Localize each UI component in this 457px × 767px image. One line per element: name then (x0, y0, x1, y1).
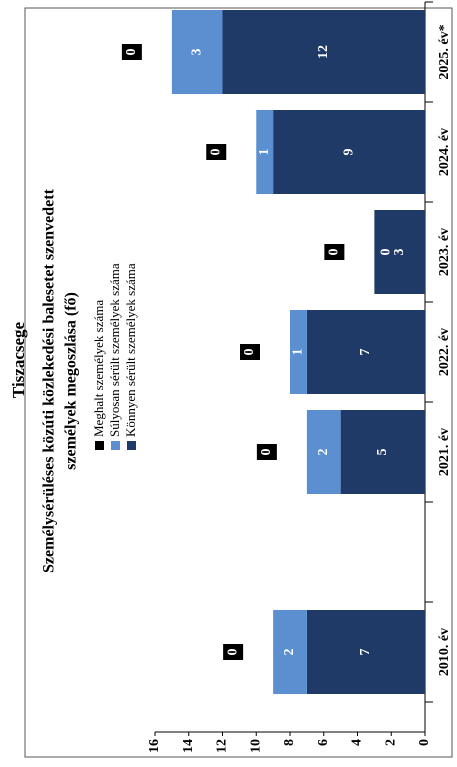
data-label: 0 (208, 149, 223, 156)
bar-segment (256, 110, 274, 194)
bar-segment (374, 210, 425, 294)
data-label: 0 (242, 349, 257, 356)
data-label: 3 (189, 49, 204, 56)
label-box (121, 44, 142, 60)
x-tick-label: 2023. év (437, 228, 452, 276)
legend-swatch (95, 441, 104, 450)
chart-subtitle: személyek megoszlása (fő) (63, 292, 80, 470)
y-tick-label: 12 (215, 739, 230, 753)
bar-segment (273, 110, 425, 194)
x-tick-label: 2022. év (437, 328, 452, 376)
x-tick-label: 2010. év (437, 628, 452, 676)
y-tick-label: 0 (417, 739, 432, 746)
data-label: 1 (291, 349, 306, 356)
legend-swatch (127, 441, 136, 450)
bar-segment (171, 10, 223, 94)
data-label: 3 (392, 249, 407, 256)
label-box (206, 144, 227, 160)
frame (24, 7, 453, 758)
y-tick-label: 16 (147, 739, 162, 753)
y-tick-label: 8 (282, 739, 297, 746)
data-label: 0 (124, 49, 139, 56)
label-box (324, 244, 345, 260)
data-label: 2 (282, 649, 297, 656)
data-label: 1 (257, 149, 272, 156)
label-box (256, 444, 277, 460)
data-label: 0 (327, 249, 342, 256)
data-label: 7 (358, 649, 373, 656)
x-tick-label: 2025. év* (437, 24, 452, 79)
bar-segment (306, 610, 425, 694)
legend-label: Könnyen sérült személyek száma (123, 263, 138, 437)
data-label: 2 (316, 449, 331, 456)
data-label: 7 (358, 349, 373, 356)
y-tick-label: 4 (350, 739, 365, 746)
label-box (240, 344, 260, 360)
legend-label: Súlyosan sérült személyek száma (107, 263, 122, 437)
data-label: 0 (259, 449, 274, 456)
data-label: 0 (379, 249, 394, 256)
data-label: 5 (375, 449, 390, 456)
y-tick-label: 2 (383, 739, 398, 746)
y-tick-label: 6 (316, 739, 331, 746)
y-tick-label: 14 (181, 739, 196, 753)
bar-segment (222, 10, 425, 94)
y-tick-label: 10 (248, 739, 263, 753)
data-label: 9 (341, 149, 356, 156)
x-tick-label: 2021. év (437, 428, 452, 476)
bar-segment (290, 310, 307, 394)
data-label: 12 (316, 45, 331, 59)
bar-segment (340, 410, 425, 494)
bar-segment (306, 410, 341, 494)
chart-subtitle: Személysérüléses közúti közlekedési bale… (41, 188, 58, 573)
legend-swatch (111, 441, 120, 450)
chart-title: Tiszacsege (9, 321, 28, 398)
label-box (223, 644, 244, 660)
bar-segment (306, 310, 425, 394)
legend-label: Meghalt személyek száma (91, 300, 106, 437)
bar-segment (273, 610, 307, 694)
rotated-chart: Tiszacsege Személysérüléses közúti közle… (9, 1, 452, 753)
x-tick-label: 2024. év (437, 128, 452, 176)
data-label: 0 (225, 649, 240, 656)
